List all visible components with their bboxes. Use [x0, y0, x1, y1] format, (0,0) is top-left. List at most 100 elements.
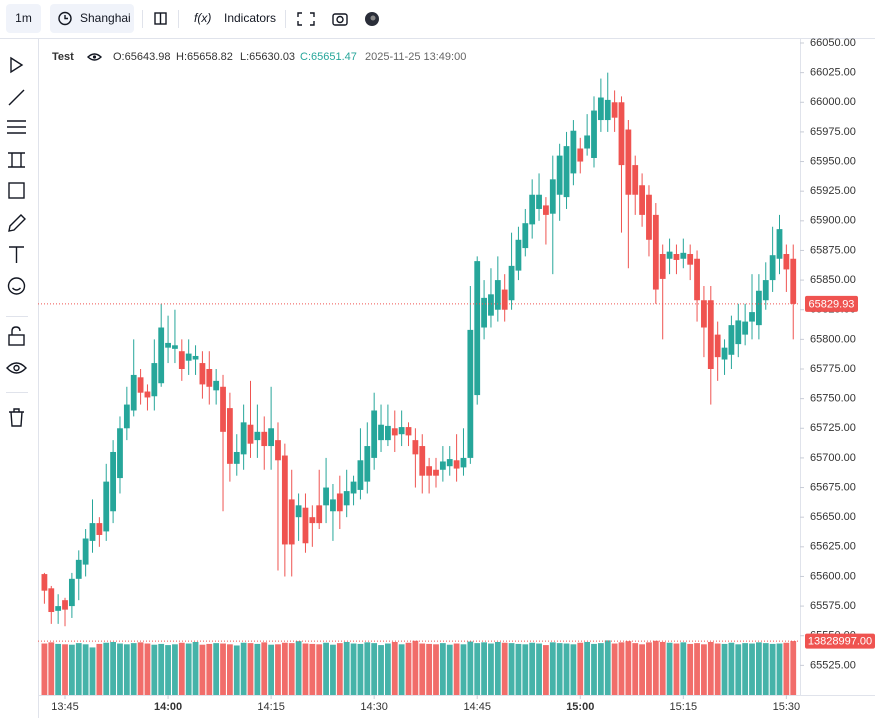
candle-body [556, 155, 563, 195]
x-tick-label: 14:15 [257, 701, 285, 713]
interval-button[interactable] [6, 4, 41, 33]
candle-body [515, 239, 522, 271]
volume-bar [597, 643, 604, 695]
volume-bar [247, 643, 254, 695]
candle-body [350, 481, 357, 494]
candle-body [364, 446, 371, 482]
y-tick-label: 65650.00 [810, 511, 856, 523]
volume-bar [350, 643, 357, 695]
indicators-icon[interactable]: f(x) [194, 11, 211, 25]
volume-bar [769, 643, 776, 695]
volume-bar [55, 643, 62, 695]
volume-bar [467, 641, 474, 695]
shape-tool[interactable] [8, 182, 25, 199]
candle-body [776, 229, 783, 259]
candle-body [749, 312, 755, 322]
timezone-label[interactable]: Shanghai [80, 11, 131, 25]
volume-bar [646, 642, 652, 695]
volume-bar [714, 643, 721, 695]
y-tick-label: 65675.00 [810, 481, 856, 493]
volume-bar [268, 644, 275, 695]
candle-body [330, 499, 336, 512]
candle-body [646, 194, 652, 240]
legend-close: C:65651.47 [300, 51, 357, 63]
volume-bar [494, 641, 501, 695]
lock-tool[interactable] [8, 334, 25, 346]
fib-tool[interactable] [7, 120, 26, 134]
text-tool[interactable] [9, 246, 24, 263]
last-volume-box [805, 633, 875, 649]
volume-bar [302, 643, 309, 695]
interval-label[interactable]: 1m [15, 11, 32, 25]
volume-bar [591, 643, 597, 695]
volume-bar [199, 644, 206, 695]
volume-bar [110, 641, 117, 695]
candle-body [543, 205, 549, 215]
candle-body [254, 431, 261, 441]
brush-tool[interactable] [8, 214, 26, 232]
fullscreen-icon[interactable] [297, 12, 315, 26]
candle-body [378, 424, 384, 441]
volume-bar [240, 642, 247, 695]
volume-bar [790, 641, 797, 695]
candle-body [501, 289, 508, 310]
candle-body [192, 355, 199, 360]
volume-bar [391, 641, 398, 695]
volume-bar [460, 644, 467, 695]
indicators-button[interactable]: Indicators [224, 11, 276, 25]
volume-bar [309, 643, 316, 695]
candle-body [618, 102, 625, 166]
volume-bar [776, 643, 783, 695]
trendline-tool[interactable] [8, 89, 25, 106]
timezone-button[interactable] [50, 4, 134, 33]
candle-body [707, 300, 714, 369]
volume-bar [687, 643, 694, 695]
delete-tool[interactable] [9, 408, 24, 427]
x-tick-label: 13:45 [51, 701, 79, 713]
candle-body [89, 523, 96, 541]
legend-open: O:65643.98 [113, 51, 171, 63]
volume-bar [158, 643, 165, 695]
candle-body [577, 148, 584, 162]
volume-bar [330, 644, 336, 695]
camera-icon[interactable] [332, 13, 348, 26]
candle-body [412, 440, 419, 455]
legend-eye[interactable] [86, 53, 103, 61]
theme-toggle-dot [370, 15, 376, 21]
volume-bar [522, 644, 529, 695]
volume-bar [652, 640, 659, 695]
pattern-tool[interactable] [8, 152, 25, 168]
candle-body [591, 110, 597, 158]
volume-bar [165, 645, 171, 695]
last-price-box [805, 295, 858, 312]
volume-bar [474, 643, 481, 695]
volume-bar [192, 641, 199, 695]
x-tick-label: 15:30 [773, 701, 801, 713]
y-tick-label: 65850.00 [810, 274, 856, 286]
volume-bar [625, 641, 632, 695]
candle-body [172, 345, 178, 349]
candle-body [790, 258, 797, 304]
emoji-tool[interactable] [7, 277, 26, 295]
volume-bar [721, 643, 728, 695]
candle-body [151, 363, 158, 397]
candle-body [110, 451, 117, 512]
volume-bar [385, 643, 391, 695]
volume-bar [762, 643, 769, 695]
candle-body [261, 431, 268, 447]
volume-bar [48, 642, 55, 695]
volume-bar [659, 641, 666, 695]
volume-bar [742, 643, 749, 695]
visibility-tool[interactable] [6, 362, 27, 374]
volume-bar [543, 645, 549, 695]
volume-bar [707, 641, 714, 695]
candle-body [755, 290, 762, 326]
volume-bar [577, 642, 584, 695]
candle-body [742, 321, 749, 335]
cursor-tool[interactable] [10, 56, 24, 74]
candle-body [597, 97, 604, 121]
volume-bar [405, 642, 412, 695]
volume-bar [220, 643, 226, 695]
volume-bar [82, 644, 89, 695]
y-tick-label: 65800.00 [810, 333, 856, 345]
